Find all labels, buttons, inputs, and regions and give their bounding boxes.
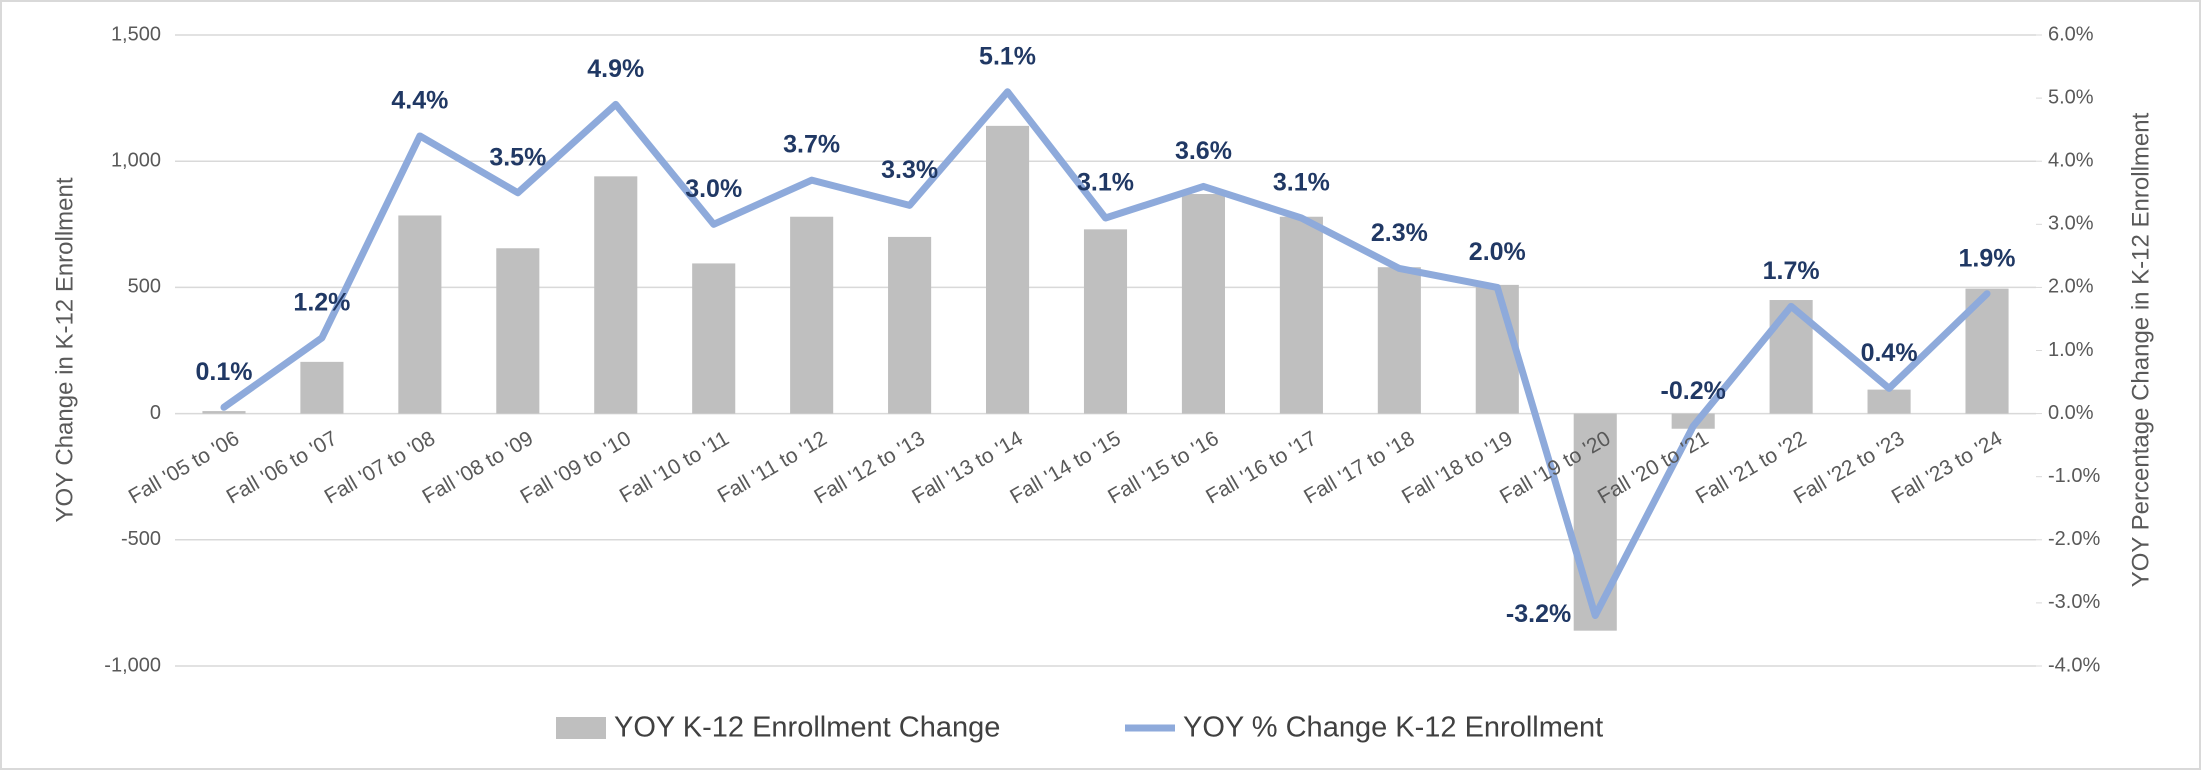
legend-label: YOY % Change K-12 Enrollment <box>1183 712 1603 744</box>
data-label: 5.1% <box>979 42 1036 70</box>
data-label: 3.6% <box>1175 137 1232 165</box>
bar <box>1475 284 1519 414</box>
bar <box>692 263 736 414</box>
bar <box>1279 216 1323 414</box>
bar <box>594 176 638 414</box>
line <box>220 88 1991 620</box>
data-label: 3.3% <box>881 156 938 184</box>
y2-axis-title: YOY Percentage Change in K-12 Enrollment <box>2127 112 2154 587</box>
bar <box>790 216 834 414</box>
data-label: 1.9% <box>1959 244 2016 272</box>
y2-tick-label: -1.0% <box>2048 465 2100 487</box>
bar <box>398 215 442 414</box>
y2-tick-label: -2.0% <box>2048 528 2100 550</box>
bar <box>300 361 344 414</box>
bar <box>1083 229 1128 414</box>
y2-tick-label: 3.0% <box>2048 213 2094 235</box>
data-label: -0.2% <box>1661 377 1726 405</box>
data-label: 0.4% <box>1861 339 1918 367</box>
bar <box>888 236 932 414</box>
y2-tick-label: 5.0% <box>2048 86 2094 108</box>
bar <box>202 411 246 414</box>
data-label: 2.0% <box>1469 238 1526 266</box>
data-label: 4.4% <box>391 87 448 115</box>
y-tick-label: 1,500 <box>111 23 161 45</box>
legend-label: YOY K-12 Enrollment Change <box>614 712 1000 744</box>
data-label: 1.7% <box>1763 257 1820 285</box>
y-tick-label: 1,000 <box>111 149 161 171</box>
data-label: 3.0% <box>685 175 742 203</box>
y2-tick-label: 2.0% <box>2048 276 2094 298</box>
y-tick-label: 0 <box>150 402 161 424</box>
bar <box>1867 389 1911 414</box>
y2-tick-label: 4.0% <box>2048 149 2094 171</box>
data-label: 4.9% <box>587 55 644 83</box>
y-axis-title: YOY Change in K-12 Enrollment <box>51 177 78 522</box>
data-label: 3.1% <box>1077 169 1134 197</box>
data-label: 3.1% <box>1273 169 1330 197</box>
y2-tick-label: 1.0% <box>2048 339 2094 361</box>
data-label: 2.3% <box>1371 219 1428 247</box>
y-tick-label: -1,000 <box>104 654 161 676</box>
y2-tick-label: -3.0% <box>2048 591 2100 613</box>
data-label: -3.2% <box>1506 600 1571 628</box>
y2-tick-label: 0.0% <box>2048 402 2094 424</box>
y2-tick-label: -4.0% <box>2048 654 2100 676</box>
data-label: 0.1% <box>195 358 252 386</box>
y2-tick-label: 6.0% <box>2048 23 2094 45</box>
y-tick-label: 500 <box>128 276 161 298</box>
legend-swatch <box>556 717 606 739</box>
bar <box>986 125 1030 414</box>
y-tick-label: -500 <box>121 528 161 550</box>
bar <box>1377 267 1421 414</box>
data-label: 1.2% <box>293 288 350 316</box>
bar <box>496 248 540 414</box>
bar <box>1181 194 1225 414</box>
data-label: 3.5% <box>489 143 546 171</box>
data-label: 3.7% <box>783 131 840 159</box>
